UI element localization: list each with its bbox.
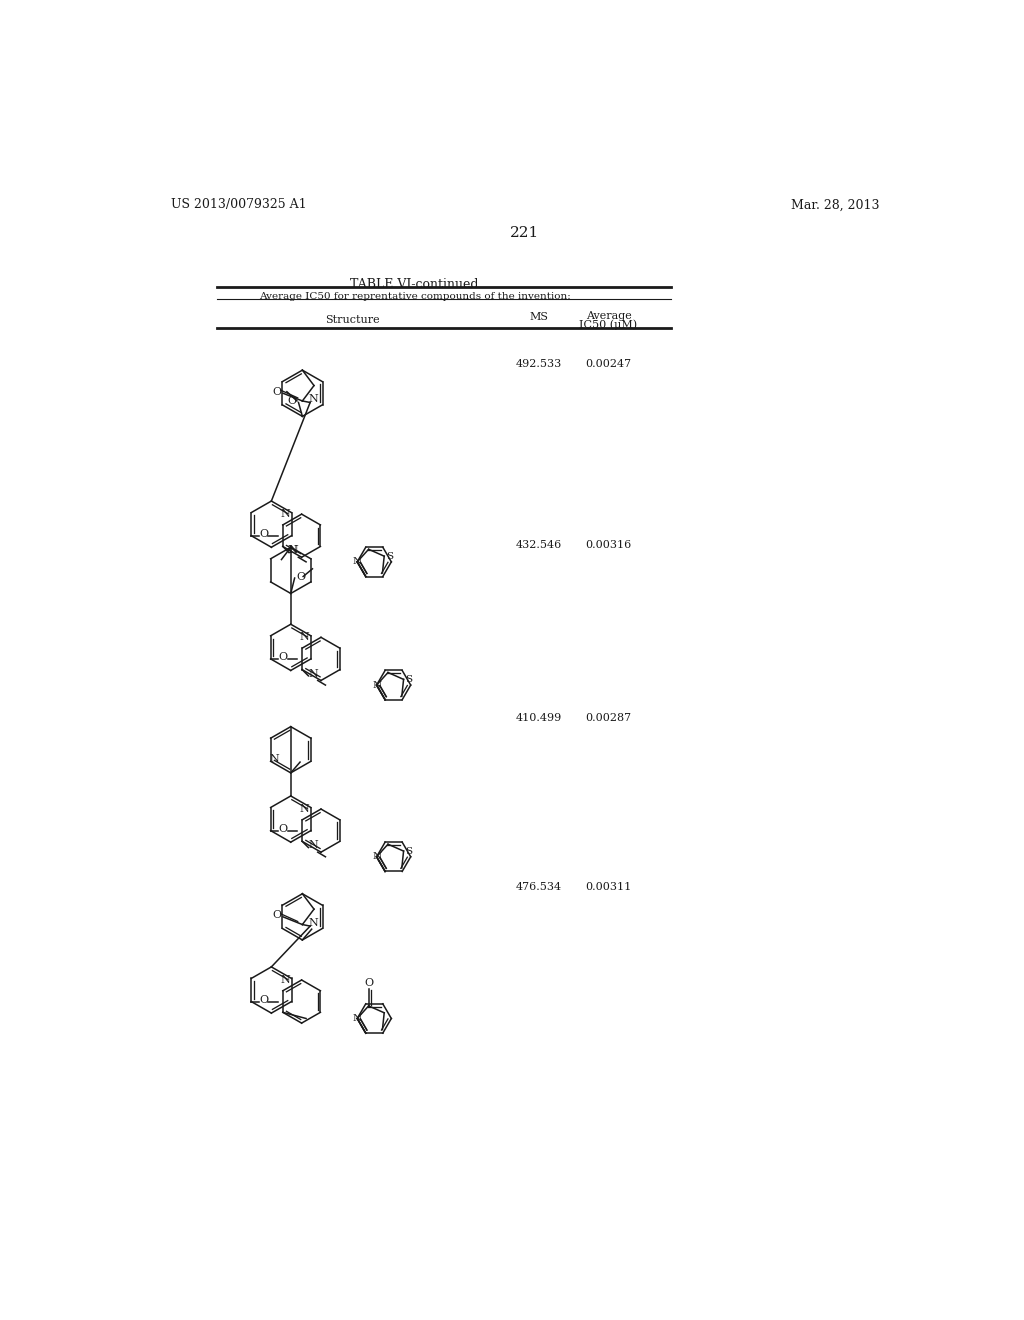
Text: O: O (279, 824, 288, 834)
Text: 0.00247: 0.00247 (586, 359, 632, 368)
Text: O: O (296, 572, 305, 582)
Text: 432.546: 432.546 (516, 540, 562, 549)
Text: 492.533: 492.533 (516, 359, 562, 368)
Text: N: N (308, 395, 318, 404)
Text: O: O (272, 387, 282, 397)
Text: N: N (289, 545, 299, 556)
Text: US 2013/0079325 A1: US 2013/0079325 A1 (171, 198, 306, 211)
Text: N: N (352, 557, 361, 566)
Text: N: N (300, 804, 309, 814)
Text: 221: 221 (510, 226, 540, 240)
Text: 476.534: 476.534 (516, 882, 562, 892)
Text: N: N (281, 510, 290, 519)
Text: N: N (308, 841, 317, 850)
Text: Average IC50 for reprentative compounds of the invention:: Average IC50 for reprentative compounds … (259, 293, 570, 301)
Text: N: N (372, 853, 381, 861)
Text: N: N (300, 632, 309, 643)
Text: S: S (386, 552, 393, 561)
Text: IC50 (μM): IC50 (μM) (580, 319, 638, 330)
Text: O: O (365, 978, 373, 987)
Text: O: O (288, 396, 297, 407)
Text: 0.00316: 0.00316 (586, 540, 632, 549)
Text: N: N (281, 975, 290, 985)
Text: Average: Average (586, 312, 632, 321)
Text: MS: MS (529, 313, 548, 322)
Text: S: S (406, 846, 413, 855)
Text: O: O (259, 529, 268, 539)
Text: N: N (372, 681, 381, 689)
Text: O: O (279, 652, 288, 663)
Text: Structure: Structure (326, 314, 380, 325)
Text: Mar. 28, 2013: Mar. 28, 2013 (792, 198, 880, 211)
Text: N: N (308, 917, 318, 928)
Text: N: N (269, 754, 280, 764)
Text: O: O (259, 995, 268, 1005)
Text: TABLE VI-continued: TABLE VI-continued (350, 277, 479, 290)
Text: N: N (288, 545, 297, 554)
Text: N: N (352, 1014, 361, 1023)
Text: 410.499: 410.499 (516, 713, 562, 723)
Text: S: S (406, 675, 413, 684)
Text: O: O (272, 911, 282, 920)
Text: 0.00287: 0.00287 (586, 713, 632, 723)
Text: 0.00311: 0.00311 (586, 882, 632, 892)
Text: N: N (308, 668, 317, 678)
